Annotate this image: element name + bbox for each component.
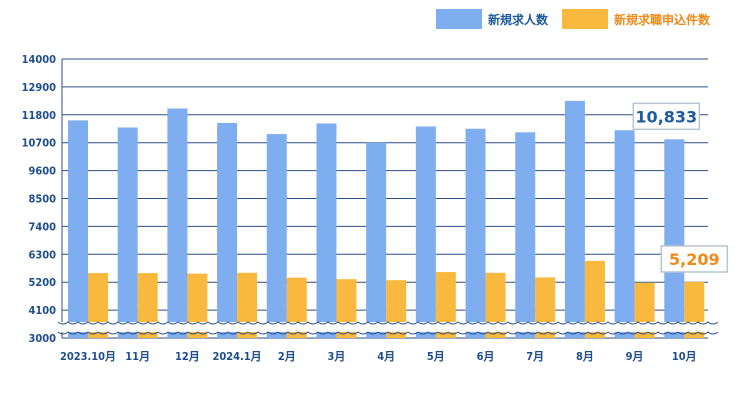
bar-job-openings: [316, 123, 337, 338]
axis-break-line-top: [57, 321, 719, 325]
y-tick-label: 6300: [28, 248, 56, 261]
legend-swatch-job-applications: [562, 9, 609, 29]
bar-job-openings: [167, 108, 188, 338]
legend-item-job-openings: 新規求人数: [436, 9, 548, 29]
bar-job-openings: [515, 132, 536, 338]
y-tick-label: 3000: [28, 332, 56, 345]
bar-job-openings: [564, 100, 585, 338]
x-tick-label: 3月: [328, 350, 346, 363]
bar-job-openings: [415, 126, 436, 338]
bar-job-openings: [366, 142, 387, 338]
bar-job-applications: [88, 273, 108, 338]
x-tick-label: 10月: [672, 350, 697, 363]
y-tick-label: 14000: [22, 53, 57, 66]
y-tick-label: 5200: [28, 276, 56, 289]
chart-legend: 新規求人数 新規求職申込件数: [436, 9, 710, 29]
bar-job-openings: [217, 122, 238, 338]
bar-job-openings: [465, 128, 486, 338]
x-tick-label: 8月: [576, 350, 594, 363]
bar-job-openings: [664, 139, 685, 338]
x-tick-label: 12月: [175, 350, 200, 363]
axis-break-line-bottom: [57, 331, 719, 335]
y-tick-label: 8500: [28, 193, 56, 206]
callout-box-job-openings: [632, 102, 701, 131]
y-tick-label: 12900: [22, 81, 57, 94]
axis-break-fill: [58, 322, 712, 332]
x-tick-label: 11月: [125, 350, 150, 363]
bar-job-openings: [614, 130, 635, 338]
callout-box-job-applications: [660, 245, 729, 273]
x-tick-label: 4月: [377, 350, 395, 363]
x-tick-label: 7月: [526, 350, 544, 363]
x-tick-label: 2023.10月: [60, 350, 116, 363]
legend-label-job-openings: 新規求人数: [488, 12, 549, 27]
y-tick-label: 4100: [28, 304, 56, 317]
bar-job-applications: [137, 273, 158, 338]
y-tick-label: 11800: [22, 109, 57, 122]
legend-label-job-applications: 新規求職申込件数: [614, 12, 711, 27]
bar-job-applications: [584, 260, 605, 338]
bar-job-applications: [485, 272, 506, 338]
x-tick-label: 9月: [626, 350, 644, 363]
bar-job-openings: [266, 134, 287, 338]
bar-job-openings: [117, 127, 138, 339]
x-tick-label: 6月: [477, 350, 495, 363]
legend-item-job-applications: 新規求職申込件数: [562, 9, 710, 29]
bar-job-applications: [187, 273, 208, 338]
bar-job-openings: [68, 120, 88, 338]
bar-job-applications: [435, 272, 456, 338]
y-tick-label: 10700: [22, 137, 57, 150]
data-label-job-openings: 10,833: [635, 107, 697, 126]
y-tick-label: 7400: [28, 220, 56, 233]
data-label-job-applications: 5,209: [669, 250, 720, 269]
x-tick-label: 2024.1月: [212, 350, 261, 363]
legend-swatch-job-openings: [436, 9, 482, 29]
x-tick-label: 5月: [427, 350, 445, 363]
x-tick-label: 2月: [278, 350, 296, 363]
bar-job-applications: [237, 272, 258, 338]
y-tick-label: 9600: [28, 165, 56, 178]
